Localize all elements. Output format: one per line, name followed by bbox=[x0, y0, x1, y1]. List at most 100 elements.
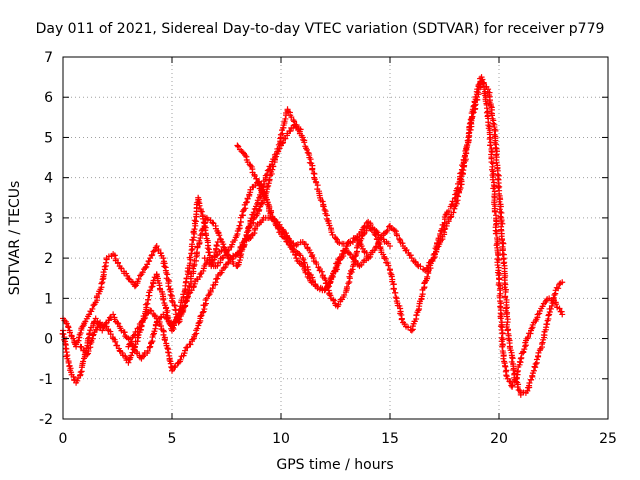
data-point-marker bbox=[99, 276, 106, 283]
data-point-marker bbox=[144, 300, 151, 307]
data-point-marker bbox=[191, 217, 198, 224]
data-point-marker bbox=[65, 324, 72, 331]
data-point-marker bbox=[198, 208, 205, 215]
data-point-marker bbox=[231, 237, 238, 244]
data-point-marker bbox=[162, 337, 169, 344]
x-tick-label: 15 bbox=[381, 431, 399, 447]
data-point-marker bbox=[346, 273, 353, 280]
data-point-marker bbox=[182, 347, 189, 354]
grid-lines bbox=[63, 57, 608, 419]
data-point-marker bbox=[326, 291, 333, 298]
data-point-marker bbox=[214, 275, 221, 282]
data-point-marker bbox=[450, 209, 457, 216]
chart-title: Day 011 of 2021, Sidereal Day-to-day VTE… bbox=[36, 21, 605, 37]
data-point-marker bbox=[202, 232, 209, 239]
data-point-marker bbox=[129, 349, 136, 356]
data-point-marker bbox=[502, 281, 509, 288]
data-point-marker bbox=[515, 386, 522, 393]
data-point-marker bbox=[164, 345, 171, 352]
data-point-marker bbox=[497, 213, 504, 220]
data-point-marker bbox=[138, 322, 145, 329]
data-point-marker bbox=[304, 264, 311, 271]
data-point-marker bbox=[282, 115, 289, 122]
data-point-marker bbox=[457, 170, 464, 177]
data-point-marker bbox=[348, 269, 355, 276]
data-point-marker bbox=[352, 253, 359, 260]
data-point-marker bbox=[417, 263, 424, 270]
data-point-marker bbox=[469, 110, 476, 117]
data-point-marker bbox=[177, 303, 184, 310]
data-point-marker bbox=[302, 241, 309, 248]
data-point-marker bbox=[394, 232, 401, 239]
data-point-marker bbox=[548, 302, 555, 309]
data-point-marker bbox=[209, 219, 216, 226]
data-point-marker bbox=[199, 226, 206, 233]
data-point-marker bbox=[63, 320, 70, 327]
data-point-marker bbox=[197, 271, 204, 278]
y-tick-label: -1 bbox=[39, 372, 53, 388]
data-point-marker bbox=[274, 145, 281, 152]
data-point-marker bbox=[510, 366, 517, 373]
data-point-marker bbox=[197, 207, 204, 214]
data-point-marker bbox=[135, 275, 142, 282]
data-point-marker bbox=[125, 275, 132, 282]
data-point-marker bbox=[413, 311, 420, 318]
data-point-marker bbox=[550, 294, 557, 301]
data-point-marker bbox=[114, 319, 121, 326]
axis-ticks: 0 5 10 15 20 25 -2 -1 0 1 2 3 4 5 6 7 bbox=[39, 50, 617, 447]
data-point-marker bbox=[330, 297, 337, 304]
data-point-marker bbox=[363, 227, 370, 234]
data-point-marker bbox=[398, 316, 405, 323]
data-point-marker bbox=[318, 268, 325, 275]
data-point-marker bbox=[327, 279, 334, 286]
data-point-marker bbox=[236, 222, 243, 229]
data-point-marker bbox=[497, 315, 504, 322]
data-point-marker bbox=[266, 205, 273, 212]
data-point-marker bbox=[160, 255, 167, 262]
data-point-marker bbox=[289, 245, 296, 252]
series-trace-d bbox=[125, 106, 393, 374]
y-tick-label: 0 bbox=[44, 332, 53, 348]
data-point-marker bbox=[529, 372, 536, 379]
data-point-marker bbox=[213, 242, 220, 249]
data-point-marker bbox=[290, 117, 297, 124]
data-point-marker bbox=[198, 312, 205, 319]
y-tick-label: 6 bbox=[44, 90, 53, 106]
data-point-marker bbox=[107, 331, 114, 338]
data-point-marker bbox=[431, 251, 438, 258]
data-point-marker bbox=[547, 305, 554, 312]
data-point-marker bbox=[489, 176, 496, 183]
data-point-marker bbox=[216, 232, 223, 239]
data-point-marker bbox=[137, 326, 144, 333]
data-point-marker bbox=[135, 331, 142, 338]
data-point-marker bbox=[194, 325, 201, 332]
data-point-marker bbox=[169, 299, 176, 306]
data-point-marker bbox=[224, 251, 231, 258]
x-tick-label: 20 bbox=[490, 431, 508, 447]
data-point-marker bbox=[77, 369, 84, 376]
data-point-marker bbox=[106, 317, 113, 324]
data-point-marker bbox=[346, 279, 353, 286]
data-point-marker bbox=[250, 209, 257, 216]
data-point-marker bbox=[538, 340, 545, 347]
data-point-marker bbox=[341, 292, 348, 299]
data-point-marker bbox=[234, 142, 241, 149]
data-point-marker bbox=[387, 270, 394, 277]
data-point-marker bbox=[277, 135, 284, 142]
data-point-marker bbox=[200, 219, 207, 226]
data-point-marker bbox=[139, 269, 146, 276]
plot-frame bbox=[62, 56, 609, 420]
data-point-marker bbox=[253, 175, 260, 182]
data-point-marker bbox=[163, 309, 170, 316]
data-point-marker bbox=[492, 127, 499, 134]
data-point-marker bbox=[492, 230, 499, 237]
data-point-marker bbox=[196, 273, 203, 280]
data-point-marker bbox=[229, 241, 236, 248]
data-point-marker bbox=[247, 162, 254, 169]
data-point-marker bbox=[486, 135, 493, 142]
data-point-marker bbox=[275, 148, 282, 155]
data-point-marker bbox=[495, 281, 502, 288]
data-point-marker bbox=[197, 313, 204, 320]
data-point-marker bbox=[492, 144, 499, 151]
data-point-marker bbox=[384, 227, 391, 234]
